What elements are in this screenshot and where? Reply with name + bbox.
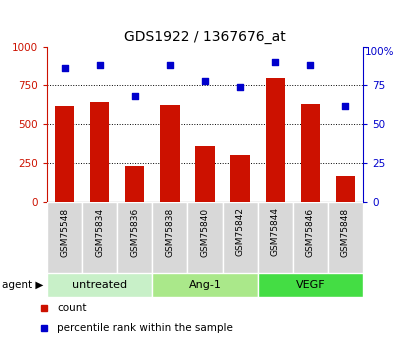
Text: count: count <box>57 304 87 314</box>
Point <box>96 62 103 68</box>
Bar <box>257 202 292 273</box>
Text: VEGF: VEGF <box>295 280 324 289</box>
Point <box>166 62 173 68</box>
Title: GDS1922 / 1367676_at: GDS1922 / 1367676_at <box>124 30 285 44</box>
Bar <box>47 273 152 297</box>
Point <box>341 103 348 108</box>
Text: GSM75838: GSM75838 <box>165 207 174 257</box>
Text: 100%: 100% <box>364 47 393 57</box>
Bar <box>152 273 257 297</box>
Text: GSM75836: GSM75836 <box>130 207 139 257</box>
Bar <box>265 78 284 202</box>
Bar <box>327 202 362 273</box>
Point <box>61 66 68 71</box>
Point <box>236 84 243 90</box>
Text: GSM75840: GSM75840 <box>200 207 209 257</box>
Text: GSM75842: GSM75842 <box>235 207 244 256</box>
Point <box>201 78 208 83</box>
Bar <box>125 166 144 202</box>
Bar <box>90 102 109 202</box>
Text: GSM75846: GSM75846 <box>305 207 314 257</box>
Bar <box>257 273 362 297</box>
Bar <box>47 202 82 273</box>
Text: Ang-1: Ang-1 <box>188 280 221 289</box>
Bar <box>55 106 74 202</box>
Bar <box>292 202 327 273</box>
Bar <box>117 202 152 273</box>
Bar <box>230 155 249 202</box>
Bar <box>187 202 222 273</box>
Point <box>306 62 313 68</box>
Text: untreated: untreated <box>72 280 127 289</box>
Bar <box>82 202 117 273</box>
Text: GSM75834: GSM75834 <box>95 207 104 257</box>
Bar <box>160 105 179 202</box>
Bar <box>152 202 187 273</box>
Text: percentile rank within the sample: percentile rank within the sample <box>57 323 233 333</box>
Text: GSM75548: GSM75548 <box>60 207 69 257</box>
Text: GSM75848: GSM75848 <box>340 207 349 257</box>
Point <box>131 93 138 99</box>
Bar <box>195 146 214 202</box>
Text: GSM75844: GSM75844 <box>270 207 279 256</box>
Bar <box>222 202 257 273</box>
Point <box>271 59 278 65</box>
Bar <box>335 176 354 202</box>
Bar <box>300 104 319 202</box>
Text: agent ▶: agent ▶ <box>2 280 43 289</box>
